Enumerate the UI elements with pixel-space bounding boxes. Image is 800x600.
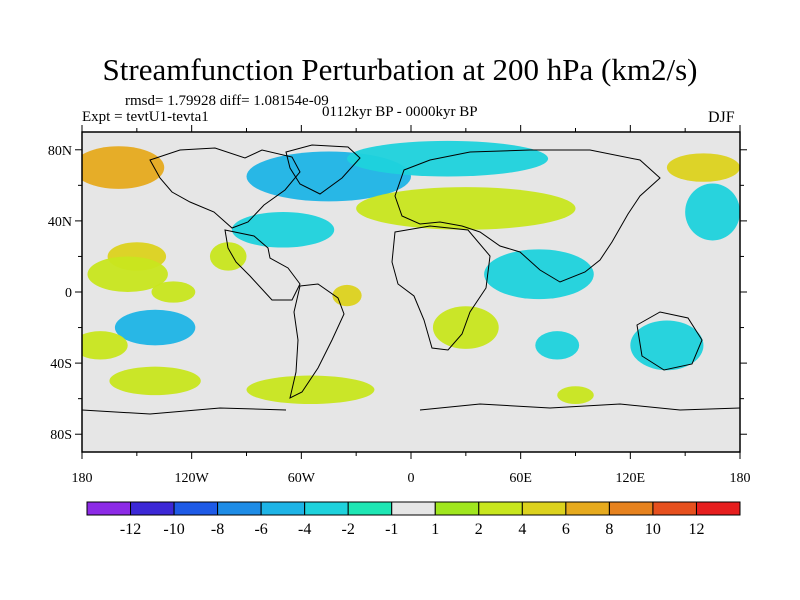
field-anomaly-13 [332, 284, 362, 307]
coastline-7 [419, 403, 740, 411]
coastline-6 [636, 311, 703, 371]
colorbar-label: -8 [211, 521, 224, 538]
colorbar-label: -12 [120, 521, 141, 538]
colorbar-label: 8 [605, 521, 613, 538]
coastline-2 [289, 283, 345, 399]
field-anomaly-11 [484, 249, 594, 300]
x-tick-label: 180 [72, 471, 93, 486]
coastline-0 [149, 147, 301, 229]
colorbar-box [173, 501, 219, 516]
colorbar-box [217, 501, 262, 516]
colorbar-box [304, 501, 349, 516]
colorbar-box [608, 501, 654, 516]
field-anomaly-12 [685, 183, 740, 241]
colorbar-box [695, 501, 741, 516]
field-anomaly-19 [666, 153, 740, 182]
coastline-5 [391, 225, 491, 351]
colorbar-box [86, 501, 132, 516]
field-anomaly-9 [347, 140, 549, 177]
field-anomaly-15 [109, 366, 201, 396]
y-tick-label: 0 [65, 286, 72, 301]
colorbar-label: 6 [562, 521, 570, 538]
field-anomaly-0 [82, 146, 165, 189]
coastline-1 [224, 229, 301, 301]
x-tick-label: 120E [616, 471, 646, 486]
x-tick-label: 60W [288, 471, 316, 486]
season-label: DJF [708, 109, 735, 126]
field-anomaly-4 [114, 309, 196, 346]
colorbar-box [391, 501, 436, 516]
colorbar-box [434, 501, 480, 516]
chart-title: Streamfunction Perturbation at 200 hPa (… [102, 52, 698, 87]
field-anomaly-16 [432, 306, 499, 349]
colorbar-label: 10 [645, 521, 661, 538]
x-tick-label: 0 [408, 471, 415, 486]
field-anomaly-2 [87, 256, 168, 292]
x-tick-label: 60E [509, 471, 532, 486]
field-anomaly-17 [535, 331, 580, 360]
x-tick-label: 120W [175, 471, 210, 486]
colorbar-box [521, 501, 567, 516]
rmsd-stats: rmsd= 1.79928 diff= 1.08154e-09 [125, 93, 329, 109]
colorbar-label: -1 [385, 521, 398, 538]
field-anomaly-18 [630, 320, 704, 371]
field-anomaly-10 [356, 187, 576, 230]
y-tick-label: 80N [48, 144, 72, 159]
field-anomaly-14 [246, 375, 375, 404]
x-tick-label: 180 [730, 471, 751, 486]
field-anomaly-20 [557, 386, 594, 404]
colorbar-box [478, 501, 523, 516]
coastline-4 [394, 149, 661, 283]
y-tick-label: 40S [50, 357, 72, 372]
colorbar-label: -2 [342, 521, 355, 538]
colorbar-label: -4 [298, 521, 311, 538]
colorbar-label: -10 [163, 521, 184, 538]
colorbar-box [347, 501, 393, 516]
colorbar-label: 1 [431, 521, 439, 538]
experiment-label: Expt = tevtU1-tevta1 [82, 109, 209, 125]
colorbar-label: 4 [518, 521, 526, 538]
colorbar-label: -6 [254, 521, 267, 538]
field-anomaly-5 [82, 331, 128, 360]
colorbar-box [652, 501, 697, 516]
coastline-3 [285, 144, 361, 195]
colorbar-box [260, 501, 306, 516]
coastline-8 [82, 407, 287, 415]
field-anomaly-8 [231, 212, 335, 248]
colorbar-box [565, 501, 610, 516]
colorbar-box [130, 501, 175, 516]
colorbar-label: 12 [688, 521, 704, 538]
y-tick-label: 40N [48, 215, 72, 230]
colorbar-label: 2 [475, 521, 483, 538]
field-anomaly-3 [151, 281, 196, 303]
period-label: 0112kyr BP - 0000kyr BP [322, 104, 478, 120]
y-tick-label: 80S [50, 428, 72, 443]
